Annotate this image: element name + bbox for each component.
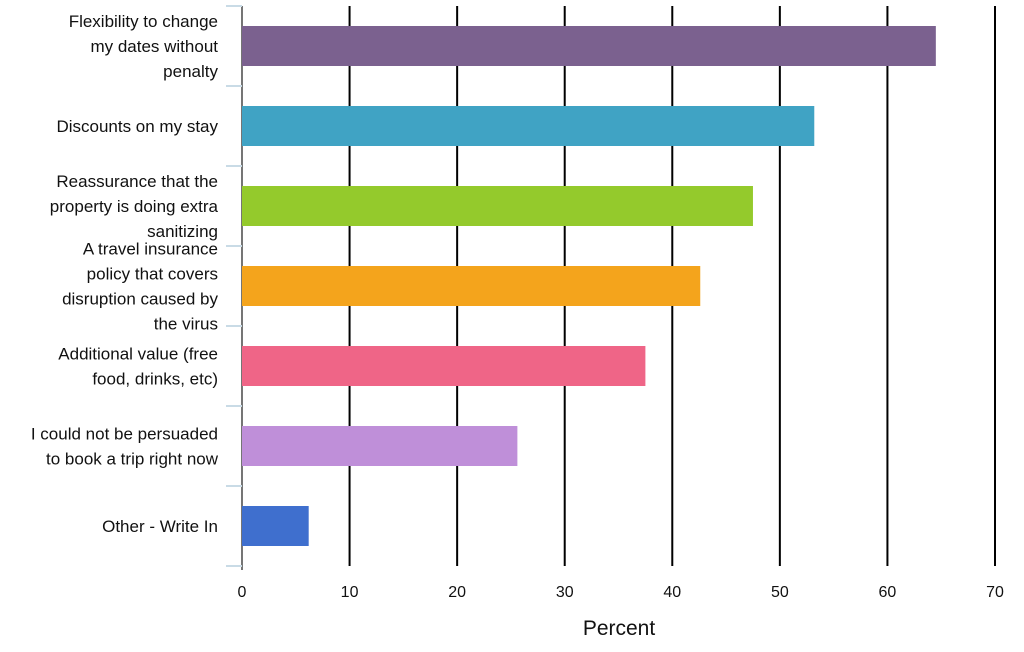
category-labels: Flexibility to change my dates without pen… — [31, 12, 219, 536]
category-label-line: Flexibility to change — [69, 12, 218, 31]
bar-7 — [242, 506, 309, 546]
category-label-line: Other - Write In — [102, 517, 218, 536]
category-label-line: I could not be persuaded — [31, 425, 218, 444]
category-label-line: sanitizing — [147, 222, 218, 241]
x-tick-label: 70 — [986, 584, 1004, 601]
bar-1 — [242, 26, 936, 66]
bar-4 — [242, 266, 701, 306]
category-label-line: penalty — [163, 62, 218, 81]
category-label: Reassurance that the property is doing ex… — [50, 172, 219, 241]
x-tick-label: 60 — [879, 584, 897, 601]
category-label: Flexibility to change my dates without pen… — [69, 12, 219, 81]
category-label-line: property is doing extra — [50, 197, 219, 216]
category-label-line: Discounts on my stay — [56, 117, 218, 136]
category-label-line: my dates without — [90, 37, 218, 56]
category-label-line: Additional value (free — [58, 345, 218, 364]
bars — [242, 26, 936, 546]
bar-6 — [242, 426, 518, 466]
category-label: Discounts on my stay — [56, 117, 218, 136]
category-label-line: policy that covers — [87, 265, 218, 284]
category-label-line: to book a trip right now — [46, 450, 219, 469]
category-label-line: the virus — [154, 315, 218, 334]
x-tick-label: 30 — [556, 584, 574, 601]
x-tick-label: 50 — [771, 584, 789, 601]
category-label-line: A travel insurance — [83, 240, 218, 259]
bar-2 — [242, 106, 815, 146]
x-tick-label: 0 — [238, 584, 247, 601]
x-axis-title: Percent — [583, 617, 656, 640]
category-label: I could not be persuaded to book a trip r… — [31, 425, 219, 469]
bar-5 — [242, 346, 646, 386]
category-label-line: Reassurance that the — [56, 172, 218, 191]
category-label: Additional value (free food, drinks, etc) — [58, 345, 218, 389]
category-label: A travel insurance policy that covers disr… — [62, 240, 218, 334]
x-tick-labels: 0 10 20 30 40 50 60 70 — [238, 584, 1004, 601]
category-label-line: disruption caused by — [62, 290, 218, 309]
x-tick-label: 10 — [341, 584, 359, 601]
bar-3 — [242, 186, 753, 226]
category-label-line: food, drinks, etc) — [92, 370, 218, 389]
x-tick-label: 40 — [663, 584, 681, 601]
category-label: Other - Write In — [102, 517, 218, 536]
x-tick-label: 20 — [448, 584, 466, 601]
